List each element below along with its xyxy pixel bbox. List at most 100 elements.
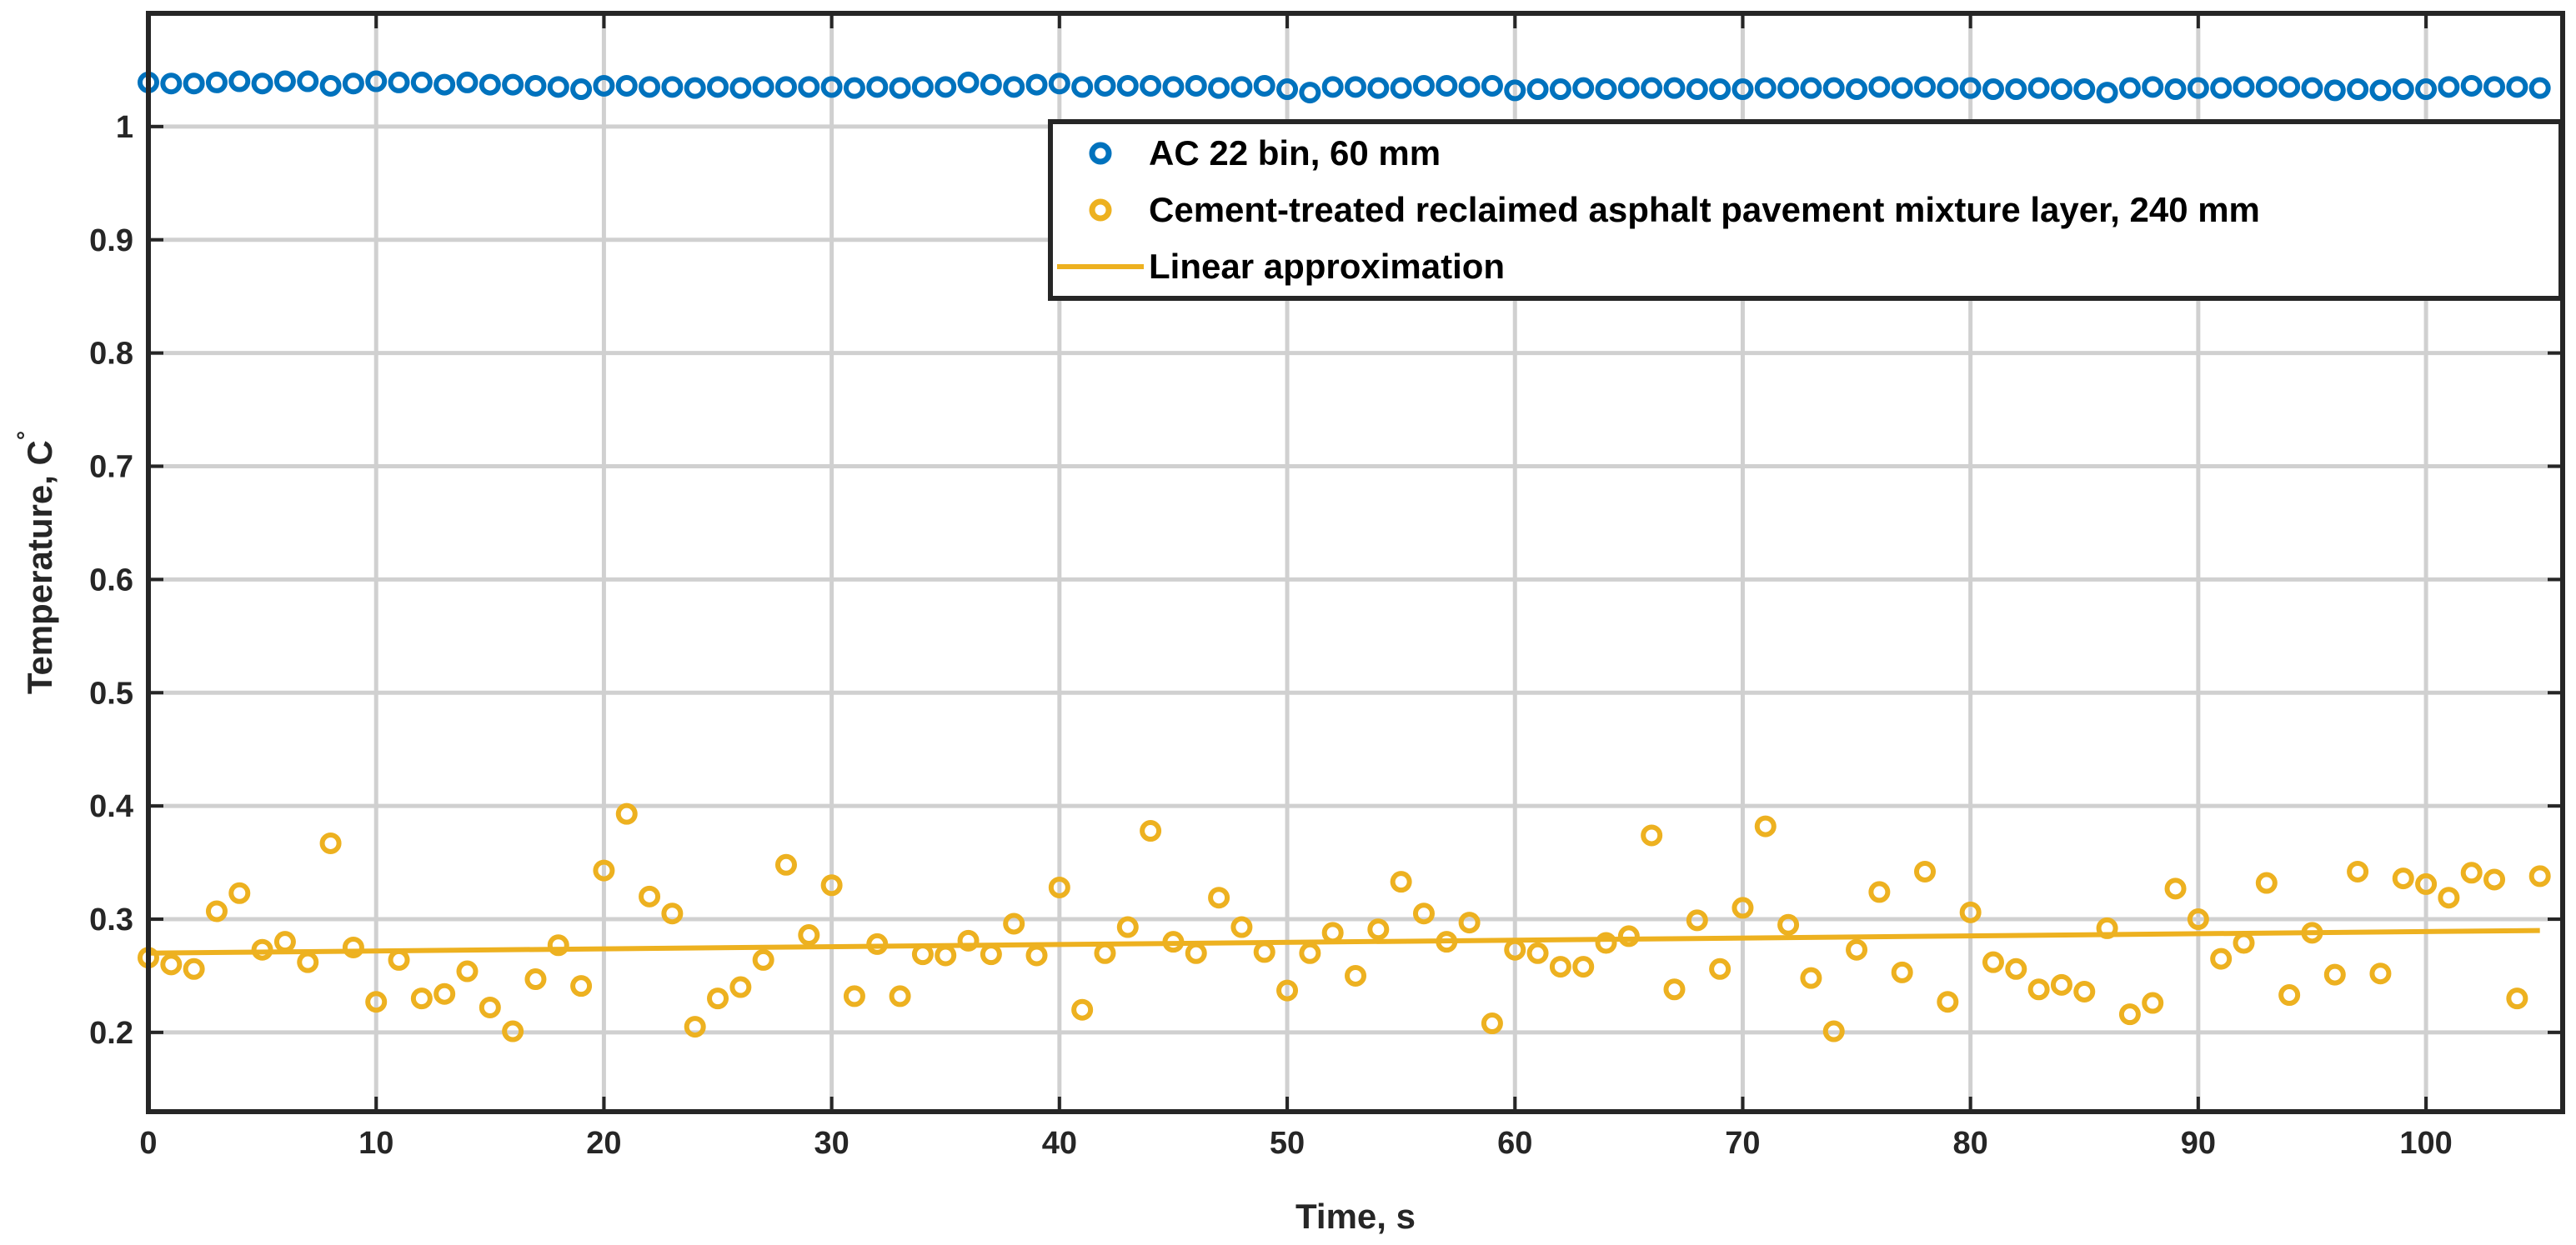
ac22-data-point <box>1185 74 1207 97</box>
ctrap-data-point <box>1367 918 1390 941</box>
ac22-data-point <box>1846 78 1868 101</box>
ac22-data-point <box>1595 78 1617 101</box>
ac22-data-point <box>1891 77 1913 99</box>
ac22-data-point <box>1230 76 1253 98</box>
ctrap-data-point <box>1094 942 1116 964</box>
ctrap-data-point <box>2528 865 2551 888</box>
ctrap-data-point <box>2438 887 2460 909</box>
ac22-data-point <box>1868 76 1891 98</box>
ctrap-data-point <box>820 874 843 897</box>
ctrap-data-point <box>1572 956 1595 978</box>
x-tick-label: 90 <box>2181 1126 2216 1161</box>
ctrap-data-point <box>774 853 797 876</box>
ctrap-data-point <box>388 948 410 971</box>
ac22-data-point <box>1914 76 1937 98</box>
ctrap-data-point <box>2210 948 2233 970</box>
ac22-data-point <box>889 77 911 99</box>
ctrap-data-point <box>1822 1020 1845 1042</box>
ac22-data-point <box>1390 77 1412 99</box>
ctrap-data-point <box>2187 908 2209 931</box>
ac22-data-point <box>456 71 479 93</box>
ctrap-data-point <box>456 960 479 982</box>
ac22-data-point <box>365 70 388 92</box>
ac22-data-point <box>639 76 661 98</box>
ctrap-data-point <box>2323 963 2346 986</box>
ctrap-data-point <box>866 932 889 955</box>
ctrap-data-point <box>2050 973 2072 996</box>
ac22-data-point <box>1208 77 1230 99</box>
ctrap-data-point <box>2392 868 2414 890</box>
ac22-data-point <box>2187 77 2209 99</box>
ac22-data-point <box>935 76 957 98</box>
ctrap-data-point <box>524 968 547 991</box>
ctrap-data-point <box>1959 901 1982 923</box>
ac22-data-point <box>319 74 342 97</box>
ctrap-data-point <box>1982 951 2004 973</box>
ctrap-data-point <box>1526 942 1549 964</box>
ac22-data-point <box>774 76 797 98</box>
ctrap-data-point <box>935 944 957 967</box>
ctrap-data-point <box>1048 876 1070 898</box>
ctrap-data-point <box>593 859 615 882</box>
ctrap-data-point <box>2347 860 2369 882</box>
ctrap-data-point <box>1412 902 1435 925</box>
ac22-data-point <box>1526 78 1549 101</box>
ctrap-data-point <box>2301 922 2323 944</box>
ctrap-data-point <box>410 988 433 1010</box>
ac22-data-point <box>2415 78 2438 101</box>
ctrap-data-point <box>2483 868 2506 891</box>
ctrap-data-point <box>1185 942 1207 964</box>
ctrap-data-point <box>1732 897 1754 919</box>
ac22-data-point <box>2164 78 2187 101</box>
ac22-data-point <box>1253 74 1275 97</box>
ctrap-data-point <box>1436 931 1458 953</box>
ctrap-data-point <box>1116 916 1139 938</box>
ac22-data-point <box>1003 76 1025 98</box>
ctrap-data-point <box>1846 938 1868 961</box>
ac22-data-point <box>1686 78 1708 101</box>
ctrap-data-point <box>2415 872 2438 895</box>
ac22-data-point <box>2255 76 2278 98</box>
ac22-data-point <box>820 76 843 98</box>
ac22-data-point <box>1321 76 1344 98</box>
ac22-data-point <box>707 76 729 98</box>
ctrap-data-point <box>980 943 1002 966</box>
ctrap-data-point <box>1390 871 1412 893</box>
ac22-data-point <box>1071 76 1094 98</box>
ac22-data-point <box>1732 78 1754 101</box>
ac22-data-point <box>1822 77 1845 99</box>
ac22-data-point <box>2005 78 2027 101</box>
legend-label-linear: Linear approximation <box>1149 247 1505 286</box>
ac22-data-point <box>1299 82 1321 104</box>
ac22-data-point <box>2369 79 2392 102</box>
ac22-data-point <box>1709 78 1732 101</box>
ctrap-data-point <box>434 982 456 1005</box>
legend-box <box>1048 119 2563 301</box>
legend-marker-ac22 <box>1089 142 1112 165</box>
ctrap-data-point <box>1321 922 1344 944</box>
ac22-data-point <box>684 77 706 99</box>
y-tick-label: 0.9 <box>89 223 133 258</box>
ac22-data-point <box>1617 77 1640 99</box>
ac22-data-point <box>2233 76 2255 98</box>
ctrap-data-point <box>798 924 820 947</box>
ctrap-data-point <box>729 976 752 998</box>
ac22-data-point <box>342 72 364 95</box>
ctrap-data-point <box>2027 978 2050 1001</box>
ac22-data-point <box>1048 72 1070 95</box>
ac22-data-point <box>434 73 456 96</box>
ctrap-data-point <box>707 988 729 1010</box>
ac22-data-point <box>2050 78 2072 101</box>
y-tick-label: 0.5 <box>89 676 133 711</box>
ac22-data-point <box>1937 77 1959 99</box>
ac22-data-point <box>1025 73 1048 96</box>
ctrap-data-point <box>1891 961 1913 983</box>
x-tick-label: 80 <box>1953 1126 1988 1161</box>
ac22-data-point <box>547 76 569 98</box>
ctrap-data-point <box>1003 912 1025 935</box>
ac22-data-point <box>1982 78 2004 101</box>
ac22-data-point <box>752 76 774 98</box>
ctrap-data-point <box>2118 1003 2141 1026</box>
ctrap-data-point <box>2255 872 2278 894</box>
